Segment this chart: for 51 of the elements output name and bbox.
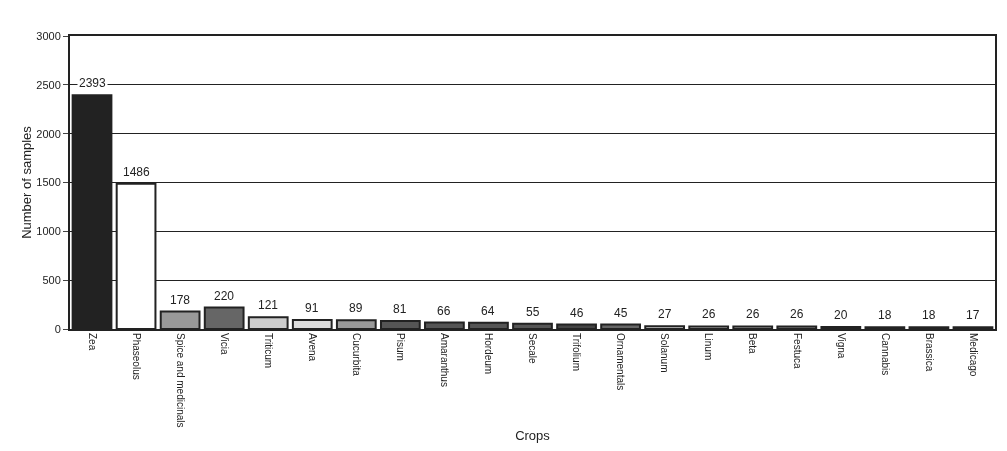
data-label: 46 — [570, 306, 584, 320]
data-label: 26 — [746, 307, 760, 321]
x-tick-label: Spice and medicinals — [174, 333, 186, 428]
x-tick-label: Medicago — [967, 333, 979, 377]
data-label: 91 — [305, 301, 319, 315]
y-tick-label: 500 — [42, 274, 61, 287]
x-tick-label: Cannabis — [879, 333, 891, 376]
y-tick-label: 2000 — [36, 127, 61, 140]
x-tick-label: Ornamentals — [615, 333, 627, 391]
x-tick-label: Avena — [307, 333, 319, 362]
data-label: 18 — [878, 308, 892, 322]
y-tick-label: 3000 — [36, 29, 61, 42]
data-label: 26 — [702, 307, 716, 321]
x-tick-label: Festuca — [791, 333, 803, 370]
data-label: 18 — [922, 308, 936, 322]
data-label: 66 — [437, 304, 451, 318]
data-label: 121 — [258, 298, 279, 312]
x-tick-label: Hordeum — [483, 333, 495, 375]
x-tick-label: Zea — [86, 333, 98, 351]
y-axis-title: Number of samples — [18, 125, 34, 239]
data-label: 17 — [966, 308, 980, 322]
x-tick-label: Solanum — [659, 333, 671, 373]
data-label: 20 — [834, 308, 848, 322]
data-label: 26 — [790, 307, 804, 321]
data-label: 2393 — [79, 76, 107, 90]
data-label: 89 — [349, 301, 363, 315]
data-label: 64 — [481, 304, 495, 318]
x-tick-label: Amaranthus — [439, 333, 451, 387]
x-tick-label: Pisum — [395, 333, 407, 361]
x-axis-title: Crops — [515, 427, 551, 443]
data-label: 1486 — [123, 165, 151, 179]
x-tick-label: Vigna — [835, 333, 847, 359]
x-tick-label: Brassica — [923, 333, 935, 372]
x-tick-label: Beta — [747, 333, 759, 355]
data-label: 55 — [526, 305, 540, 319]
y-tick-label: 0 — [54, 322, 61, 335]
x-tick-label: Trifolium — [571, 333, 583, 371]
data-label: 220 — [214, 289, 235, 303]
data-label: 178 — [170, 293, 191, 307]
y-tick-label: 2500 — [36, 78, 61, 91]
x-tick-label: Phaseolus — [130, 333, 142, 380]
y-tick-label: 1500 — [36, 176, 61, 189]
x-tick-label: Cucurbita — [351, 333, 363, 377]
x-tick-label: Linum — [703, 333, 715, 361]
data-label: 27 — [658, 307, 672, 321]
y-tick-label: 1000 — [36, 225, 61, 238]
x-tick-label: Vicia — [218, 333, 230, 355]
x-tick-label: Secale — [527, 333, 539, 365]
data-label: 81 — [393, 302, 407, 316]
x-tick-label: Triticum — [262, 333, 274, 369]
data-label: 45 — [614, 306, 628, 320]
